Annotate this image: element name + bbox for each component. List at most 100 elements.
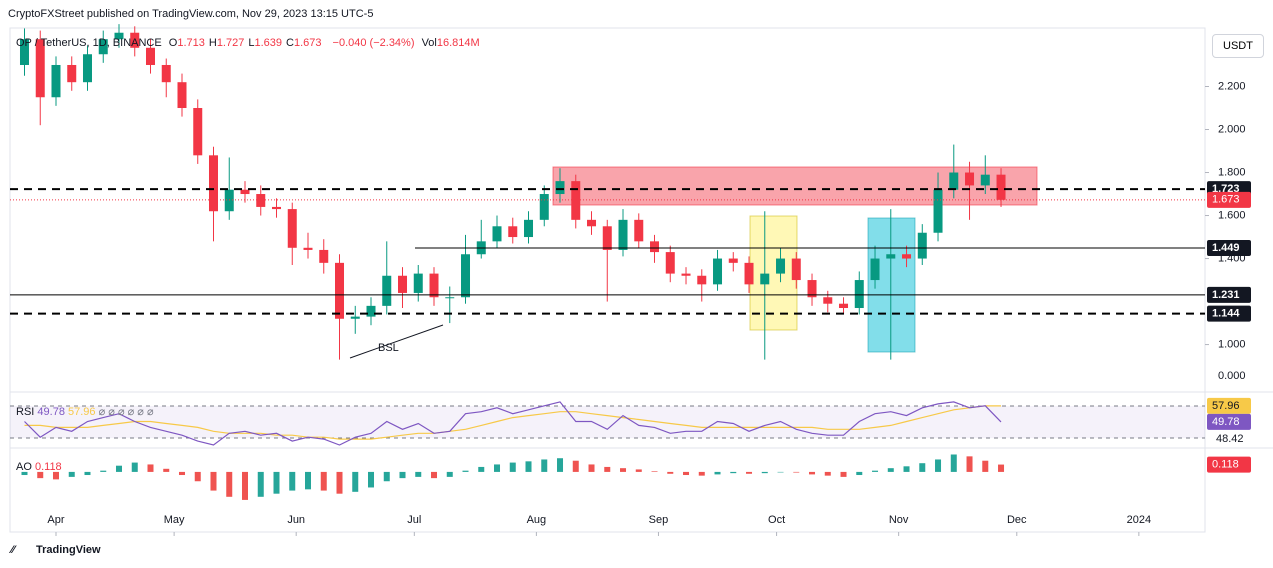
rsi-ma-value: 57.96 (68, 406, 96, 418)
highlight-box (867, 217, 916, 353)
ao-bar (525, 461, 532, 472)
candle-body (319, 249, 329, 263)
ao-bar (478, 466, 485, 472)
candle-body (854, 280, 864, 309)
candle-body (67, 64, 77, 83)
candle-body (98, 39, 108, 55)
rsi-value: 49.78 (37, 406, 65, 418)
x-tick-label: Jun (287, 514, 305, 526)
y-tick-label: 1.600 (1218, 209, 1246, 221)
change: −0.040 (−2.34%) (332, 37, 415, 49)
rsi-ma-label: 57.96 (1212, 400, 1240, 412)
ao-bar (840, 471, 847, 477)
brand-logo: ⁄⁄ (8, 544, 17, 556)
ao-bar (226, 471, 233, 497)
level-tag (1207, 305, 1251, 322)
candle-body (618, 219, 628, 250)
ao-tag (1207, 456, 1251, 473)
x-tick-label: Apr (47, 514, 64, 526)
ao-bar (37, 471, 44, 479)
candle-body (51, 64, 61, 98)
ao-bar (147, 464, 154, 472)
y-tick-label: 1.800 (1218, 166, 1246, 178)
candle-body (272, 206, 282, 210)
ao-bar (163, 468, 170, 472)
y-tick-label: 1.000 (1218, 338, 1246, 350)
candle-body (398, 275, 408, 293)
x-tick-label: Jul (407, 514, 421, 526)
candle-body (886, 254, 896, 259)
ao-bar (667, 471, 674, 474)
annotation: BSL (378, 342, 399, 354)
candle-body (949, 172, 959, 190)
candle-body (82, 54, 92, 83)
visibility-icons: ⌀ ⌀ ⌀ ⌀ ⌀ ⌀ (98, 406, 154, 418)
ohlc-label: O (168, 37, 178, 49)
ao-label: AO (16, 461, 32, 473)
candle-body (665, 252, 675, 274)
candle-body (461, 254, 471, 298)
ao-bar (21, 471, 28, 476)
ohlc-field: H1.727 (209, 37, 244, 49)
candle-body (445, 297, 455, 299)
candle-body (429, 273, 439, 298)
candle-body (902, 254, 912, 259)
ohlc-value: 1.713 (177, 37, 205, 49)
ao-bar (383, 471, 390, 482)
level-tag (1207, 286, 1251, 303)
ao-bar (273, 471, 280, 494)
ao-bar (305, 471, 312, 490)
ao-bar (683, 471, 690, 476)
ohlc-label: H (208, 37, 217, 49)
rsi-line (24, 401, 1002, 446)
rsi-label: 49.78 (1212, 416, 1240, 428)
ao-bar (950, 454, 957, 472)
candle-body (382, 275, 392, 306)
level-tag (1207, 240, 1251, 257)
candle-body (634, 219, 644, 242)
rsi-label: RSI (16, 406, 35, 418)
ao-bar (100, 470, 107, 472)
ao-bar (746, 471, 753, 474)
volume-label: Vol (421, 37, 437, 49)
publisher: CryptoFXStreet published on TradingView.… (8, 8, 374, 20)
rsi-band (10, 406, 1205, 438)
ao-bar (352, 471, 359, 492)
candle-body (350, 316, 360, 319)
ao-bar (494, 464, 501, 472)
ao-bar (462, 470, 469, 472)
candle-body (728, 258, 738, 263)
y-tick-label: 2.200 (1218, 80, 1246, 92)
candle-body (807, 280, 817, 298)
candle-body (539, 194, 549, 220)
ao-bar (52, 471, 59, 480)
ao-bar (620, 468, 627, 472)
ohlc: O1.713 H1.727 L1.639 C1.673 (169, 37, 326, 49)
ao-bar (399, 471, 406, 479)
ao-bar (336, 471, 343, 494)
level-label: 1.449 (1212, 242, 1240, 254)
ohlc-value: 1.673 (293, 37, 322, 49)
candle-body (508, 226, 518, 238)
ao-bar (572, 460, 579, 472)
ao-bar (509, 462, 516, 472)
candle-body (413, 273, 423, 293)
ao-bar (604, 466, 611, 472)
candle-body (555, 181, 565, 195)
candle-body (996, 174, 1006, 200)
rsi-ma-line (24, 405, 1002, 440)
ohlc-value: 1.727 (216, 37, 245, 49)
candle-body (492, 226, 502, 242)
x-tick-label: Nov (889, 514, 909, 526)
bsl-line (349, 324, 444, 359)
ao-bar (777, 471, 784, 473)
ohlc-field: L1.639 (248, 37, 282, 49)
candle-body (335, 262, 345, 319)
ao-bar (368, 471, 375, 488)
highlight-box (749, 215, 798, 331)
candle-body (791, 258, 801, 281)
ao-bar (761, 471, 768, 474)
currency-button[interactable]: USDT (1212, 34, 1264, 58)
rsi-axis-label: 48.42 (1216, 433, 1244, 445)
